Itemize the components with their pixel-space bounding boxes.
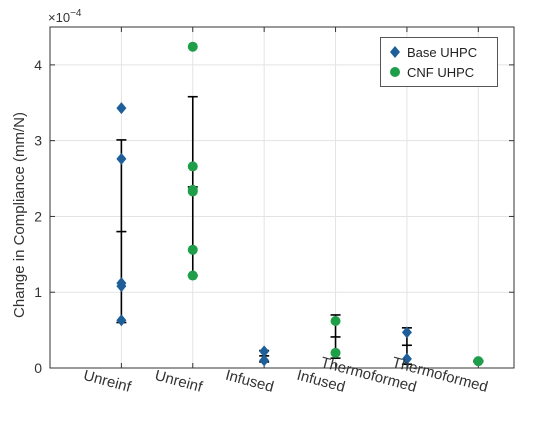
y-tick-label: 0 bbox=[34, 360, 42, 376]
cnf-uhpc-point bbox=[187, 161, 198, 172]
y-tick-label: 3 bbox=[34, 133, 42, 149]
exponent-label: ×10−4 bbox=[48, 8, 82, 25]
x-tick-label: Infused bbox=[224, 367, 276, 396]
x-tick-label: Unreinf bbox=[153, 367, 205, 396]
exponent-base: ×10 bbox=[48, 10, 70, 25]
legend-entry-base-uhpc: Base UHPC bbox=[389, 43, 477, 61]
diamond-marker-icon bbox=[390, 46, 400, 58]
base-uhpc-point bbox=[259, 354, 270, 367]
circle-marker-icon bbox=[390, 67, 400, 77]
base-uhpc-point bbox=[259, 345, 270, 358]
cnf-uhpc-point bbox=[187, 244, 198, 255]
legend-entry-cnf-uhpc: CNF UHPC bbox=[389, 63, 474, 81]
y-tick-label: 4 bbox=[34, 57, 42, 73]
exponent-power: −4 bbox=[70, 8, 82, 19]
base-uhpc-point bbox=[116, 314, 127, 327]
base-uhpc-point bbox=[116, 102, 127, 115]
axes bbox=[49, 26, 515, 369]
y-axis-label: Change in Compliance (mm/N) bbox=[11, 112, 28, 318]
y-tick-label: 2 bbox=[34, 208, 42, 224]
axes-frame bbox=[49, 26, 515, 369]
cnf-uhpc-point bbox=[330, 347, 341, 358]
base-uhpc-point bbox=[116, 152, 127, 165]
error-bars bbox=[116, 95, 484, 366]
cnf-uhpc-point bbox=[330, 316, 341, 327]
y-tick-label: 1 bbox=[34, 284, 42, 300]
x-tick-label: Unreinf bbox=[82, 367, 134, 396]
cnf-uhpc-point bbox=[187, 41, 198, 52]
base-uhpc-point bbox=[401, 326, 412, 339]
cnf-uhpc-point bbox=[473, 356, 484, 367]
legend-label-base-uhpc: Base UHPC bbox=[407, 44, 478, 60]
base-uhpc-point bbox=[401, 352, 412, 365]
legend: Base UHPC CNF UHPC bbox=[380, 37, 498, 87]
cnf-uhpc-point bbox=[187, 186, 198, 197]
legend-label-cnf-uhpc: CNF UHPC bbox=[407, 64, 475, 80]
y-axis-label-group: Change in Compliance (mm/N) bbox=[11, 112, 28, 318]
cnf-uhpc-point bbox=[187, 270, 198, 281]
base-uhpc-point bbox=[116, 280, 127, 293]
data-points bbox=[116, 41, 484, 367]
